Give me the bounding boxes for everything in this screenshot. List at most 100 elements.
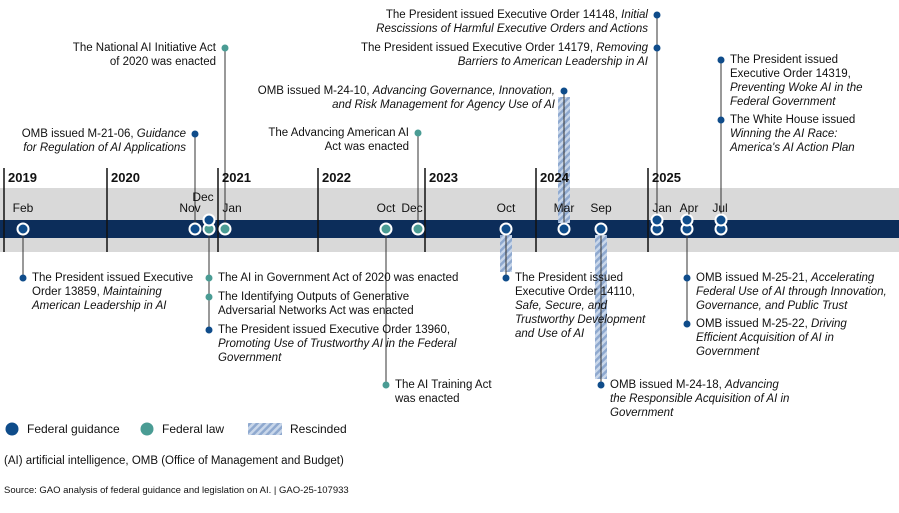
event-title: Maintaining American Leadership in AI — [32, 286, 167, 312]
event-text: The President issued Executive Order 138… — [32, 271, 202, 313]
year-label: 2023 — [429, 170, 458, 185]
event-title: Driving Efficient Acquisition of AI in G… — [696, 318, 847, 358]
event-title: Accelerating Federal Use of AI through I… — [696, 272, 887, 312]
event-text: The President issued Executive Order 143… — [730, 53, 880, 109]
month-label: Jan — [652, 201, 672, 215]
event-text: OMB issued M-24-18, Advancing the Respon… — [610, 378, 790, 420]
event-dot — [205, 293, 213, 301]
event-description: The President issued Executive Order 141… — [515, 272, 635, 298]
event-description: The President issued Executive Order 139… — [218, 324, 451, 336]
event-dot — [560, 87, 568, 95]
event-description: The AI Training Act was enacted — [395, 379, 492, 405]
event-title: Initial Rescissions of Harmful Executive… — [376, 9, 648, 35]
legend-rescinded-swatch — [248, 423, 282, 435]
event-text: The President issued Executive Order 141… — [358, 8, 648, 36]
band-dot — [499, 222, 513, 236]
event-title: Advancing the Responsible Acquisition of… — [610, 379, 790, 419]
event-description: The President issued Executive Order 141… — [360, 42, 597, 54]
event-description: The President issued Executive Order 141… — [385, 9, 622, 21]
event-text: The President issued Executive Order 141… — [515, 271, 655, 341]
legend-guidance-dot — [5, 422, 19, 436]
band-dot — [188, 222, 202, 236]
event-text: The President issued Executive Order 141… — [358, 41, 648, 69]
event-title: Promoting Use of Trustworthy AI in the F… — [218, 338, 457, 364]
month-label: Jul — [712, 201, 728, 215]
band-dot — [16, 222, 30, 236]
band-dot — [218, 222, 232, 236]
legend-label: Federal law — [162, 422, 225, 436]
month-label: Jan — [222, 201, 242, 215]
month-label: Oct — [376, 201, 396, 215]
event-text: The National AI Initiative Act of 2020 w… — [66, 41, 216, 69]
timeline-band — [0, 220, 899, 238]
year-label: 2024 — [540, 170, 569, 185]
event-description: The Advancing American AI Act was enacte… — [268, 127, 409, 153]
event-description: The President issued Executive Order 138… — [32, 272, 194, 298]
event-text: OMB issued M-25-22, Driving Efficient Ac… — [696, 317, 876, 359]
legend-label: Federal guidance — [27, 422, 120, 436]
event-dot — [205, 326, 213, 334]
legend-label: Rescinded — [290, 422, 347, 436]
event-title: Guidance for Regulation of AI Applicatio… — [23, 128, 186, 154]
event-dot — [414, 129, 422, 137]
event-description: The White House issued — [730, 114, 856, 126]
event-text: The Identifying Outputs of Generative Ad… — [218, 290, 468, 318]
month-label: Feb — [12, 201, 34, 215]
event-text: The Advancing American AI Act was enacte… — [259, 126, 409, 154]
event-text: The White House issued Winning the AI Ra… — [730, 113, 880, 155]
event-text: The AI in Government Act of 2020 was ena… — [218, 271, 488, 285]
band-dot — [411, 222, 425, 236]
month-label: Apr — [679, 201, 699, 215]
event-dot — [205, 274, 213, 282]
event-description: The National AI Initiative Act of 2020 w… — [72, 42, 216, 68]
month-label: Dec — [192, 190, 214, 204]
event-description: OMB issued M-24-18, — [610, 379, 726, 391]
year-label: 2019 — [8, 170, 37, 185]
event-description: The AI in Government Act of 2020 was ena… — [218, 272, 459, 284]
band-dot — [680, 213, 694, 227]
event-dot — [382, 381, 390, 389]
band-dot — [650, 213, 664, 227]
event-title: Winning the AI Race: America's AI Action… — [730, 128, 855, 154]
event-text: OMB issued M-21-06, Guidance for Regulat… — [6, 127, 186, 155]
event-description: OMB issued M-24-10, — [257, 85, 373, 97]
month-label: Mar — [553, 201, 575, 215]
source: Source: GAO analysis of federal guidance… — [4, 485, 349, 496]
event-dot — [19, 274, 27, 282]
event-title: Removing Barriers to American Leadership… — [457, 42, 648, 68]
event-text: OMB issued M-24-10, Advancing Governance… — [255, 84, 555, 112]
event-dot — [597, 381, 605, 389]
event-title: Advancing Governance, Innovation, and Ri… — [332, 85, 555, 111]
event-description: OMB issued M-21-06, — [21, 128, 137, 140]
event-dot — [221, 44, 229, 52]
event-dot — [683, 274, 691, 282]
event-text: The AI Training Act was enacted — [395, 378, 505, 406]
band-dot — [202, 213, 216, 227]
event-text: The President issued Executive Order 139… — [218, 323, 468, 365]
year-label: 2021 — [222, 170, 251, 185]
event-dot — [191, 130, 199, 138]
event-dot — [653, 44, 661, 52]
band-dot — [594, 222, 608, 236]
event-title: Preventing Woke AI in the Federal Govern… — [730, 82, 863, 108]
note: (AI) artificial intelligence, OMB (Offic… — [4, 455, 344, 467]
event-dot — [653, 11, 661, 19]
month-label: Dec — [401, 201, 423, 215]
year-label: 2020 — [111, 170, 140, 185]
event-text: OMB issued M-25-21, Accelerating Federal… — [696, 271, 899, 313]
month-label: Sep — [590, 201, 612, 215]
event-description: OMB issued M-25-21, — [696, 272, 812, 284]
band-dot — [557, 222, 571, 236]
band-dot — [714, 213, 728, 227]
band-dot — [379, 222, 393, 236]
legend-law-dot — [140, 422, 154, 436]
event-description: The President issued Executive Order 143… — [730, 54, 851, 80]
year-label: 2025 — [652, 170, 681, 185]
event-title: Safe, Secure, and Trustworthy Developmen… — [515, 300, 646, 340]
month-label: Oct — [496, 201, 516, 215]
year-label: 2022 — [322, 170, 351, 185]
event-dot — [502, 274, 510, 282]
month-label: Nov — [179, 201, 201, 215]
